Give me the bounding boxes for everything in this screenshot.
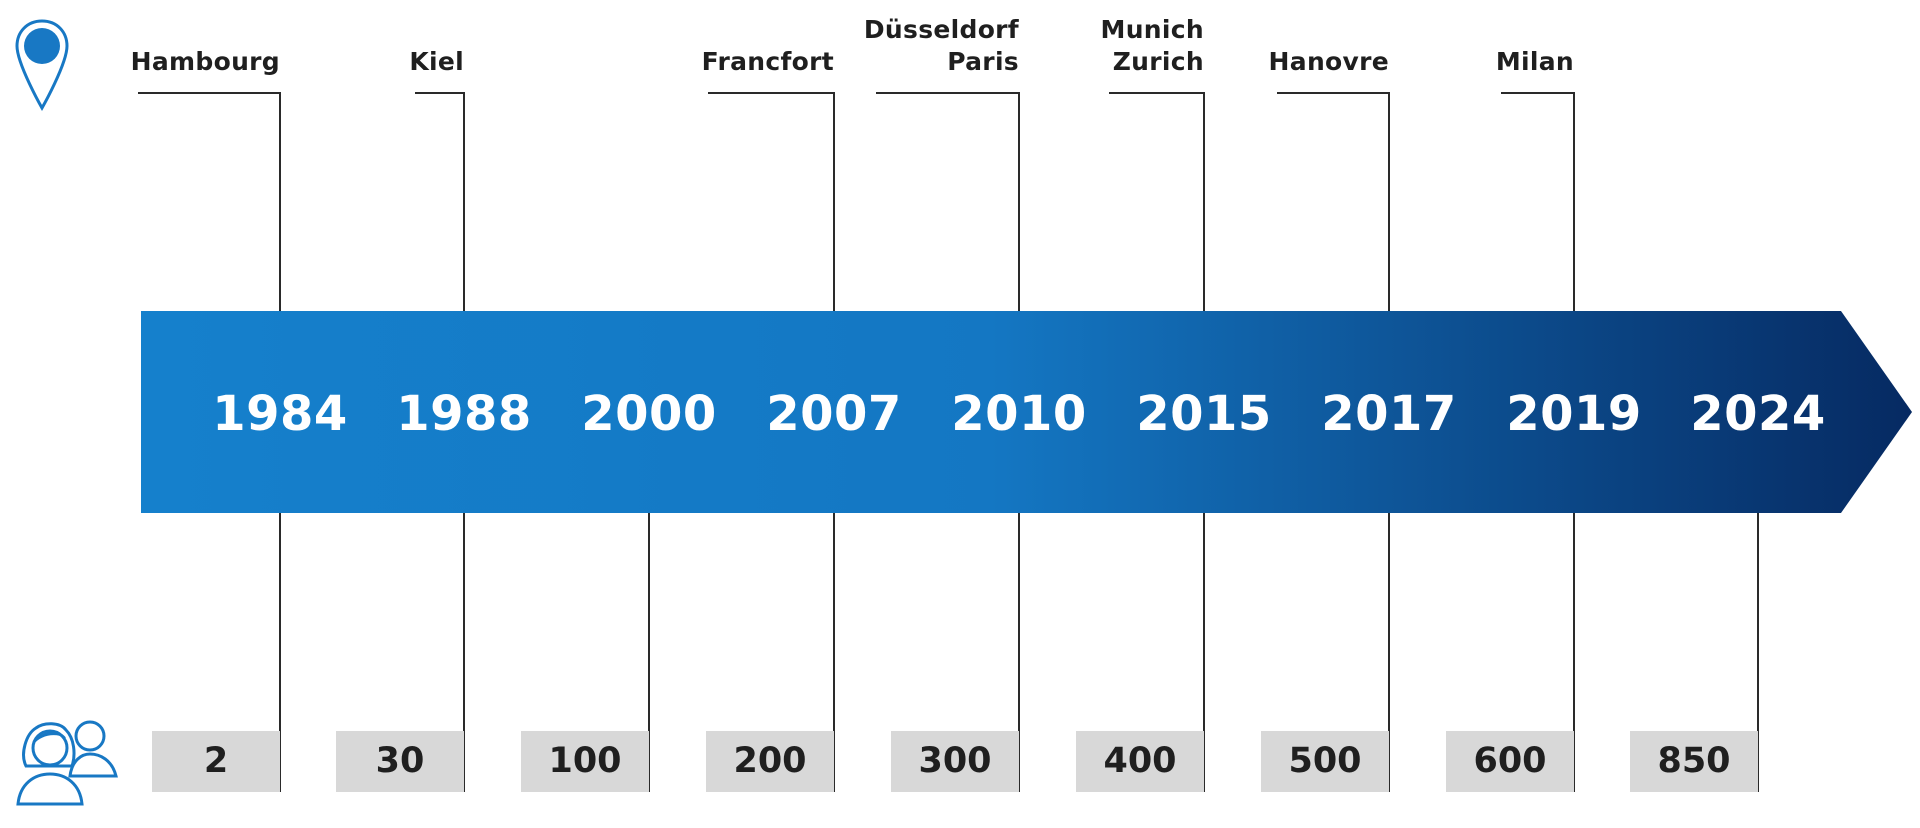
count-leader-vertical (1757, 513, 1759, 792)
city-leader-vertical (463, 92, 465, 311)
city-label: Francfort (701, 47, 834, 76)
city-leader-vertical (833, 92, 835, 311)
year-label: 2019 (1506, 386, 1642, 442)
employee-count-label: 300 (918, 741, 992, 781)
employee-count-label: 100 (548, 741, 622, 781)
city-leader-horizontal (876, 92, 1020, 94)
city-label: Hambourg (130, 47, 280, 76)
year-label: 2010 (951, 386, 1087, 442)
city-leader-horizontal (1501, 92, 1575, 94)
timeline-arrow-body (141, 311, 1912, 513)
city-label: Düsseldorf Paris (863, 15, 1019, 76)
year-label: 1984 (212, 386, 348, 442)
employee-count-box: 500 (1261, 731, 1389, 792)
city-label: Munich Zurich (1100, 15, 1204, 76)
year-label: 2024 (1690, 386, 1826, 442)
employee-count-label: 500 (1288, 741, 1362, 781)
city-leader-horizontal (1277, 92, 1390, 94)
count-leader-vertical (648, 513, 650, 792)
count-leader-vertical (1573, 513, 1575, 792)
city-leader-vertical (1388, 92, 1390, 311)
employee-count-box: 850 (1630, 731, 1758, 792)
employee-count-label: 400 (1103, 741, 1177, 781)
employee-count-box: 400 (1076, 731, 1204, 792)
count-leader-vertical (1018, 513, 1020, 792)
employee-count-box: 2 (152, 731, 280, 792)
year-label: 2000 (581, 386, 717, 442)
employee-count-box: 600 (1446, 731, 1574, 792)
count-leader-vertical (463, 513, 465, 792)
year-label: 2015 (1136, 386, 1272, 442)
employee-count-label: 2 (203, 741, 229, 781)
city-leader-horizontal (1109, 92, 1205, 94)
year-label: 1988 (396, 386, 532, 442)
city-leader-horizontal (415, 92, 465, 94)
year-label: 2007 (766, 386, 902, 442)
city-leader-vertical (1203, 92, 1205, 311)
city-label: Milan (1495, 47, 1574, 76)
city-label: Kiel (409, 47, 464, 76)
employee-count-label: 200 (733, 741, 807, 781)
employee-count-box: 300 (891, 731, 1019, 792)
count-leader-vertical (1203, 513, 1205, 792)
people-icon (16, 720, 118, 806)
city-leader-vertical (1018, 92, 1020, 311)
employee-count-label: 850 (1657, 741, 1731, 781)
employee-count-box: 30 (336, 731, 464, 792)
count-leader-vertical (1388, 513, 1390, 792)
count-leader-vertical (833, 513, 835, 792)
employee-count-box: 100 (521, 731, 649, 792)
city-leader-horizontal (138, 92, 281, 94)
city-leader-horizontal (708, 92, 835, 94)
employee-count-box: 200 (706, 731, 834, 792)
employee-count-label: 30 (375, 741, 425, 781)
year-label: 2017 (1321, 386, 1457, 442)
city-leader-vertical (279, 92, 281, 311)
map-pin-icon (15, 19, 69, 112)
employee-count-label: 600 (1473, 741, 1547, 781)
count-leader-vertical (279, 513, 281, 792)
city-label: Hanovre (1268, 47, 1389, 76)
city-leader-vertical (1573, 92, 1575, 311)
